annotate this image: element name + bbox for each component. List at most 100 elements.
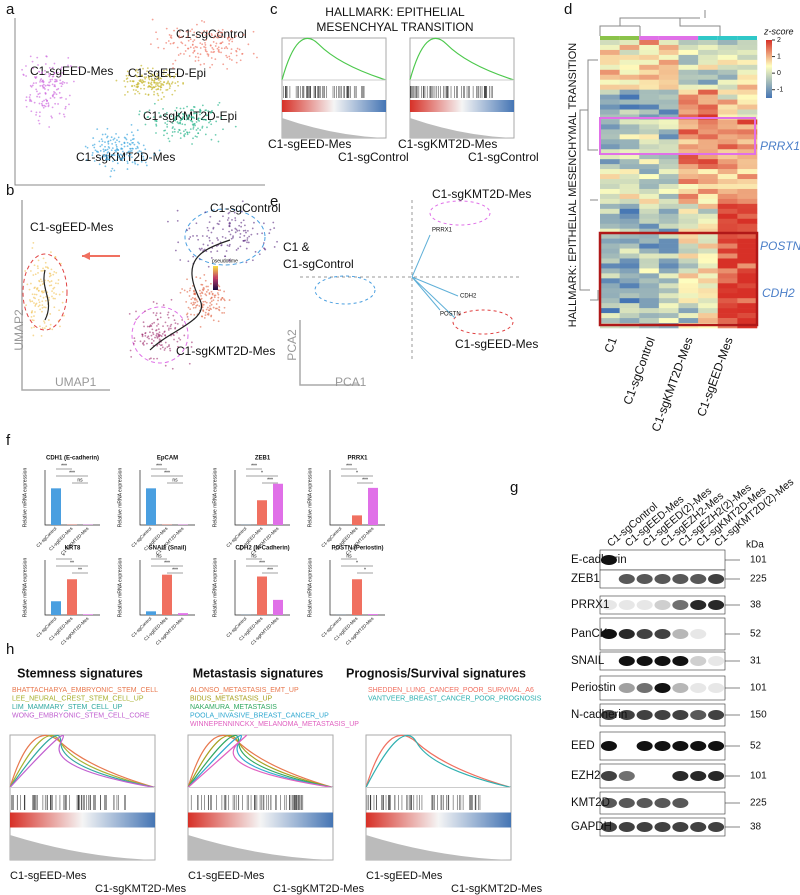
heat-cell (678, 144, 699, 150)
cell-point (132, 89, 135, 91)
heat-cell (698, 228, 719, 234)
cell-point (179, 137, 182, 140)
cell-point (222, 228, 224, 231)
cell-point (194, 301, 197, 304)
cell-point (210, 290, 213, 293)
rank-metric (410, 118, 514, 138)
heat-cell (678, 298, 699, 304)
panel-title: HALLMARK: EPITHELIAL (325, 5, 465, 19)
cell-point (37, 305, 40, 308)
cell-point (199, 113, 201, 116)
heat-cell (717, 84, 738, 90)
cell-point (166, 132, 168, 135)
heat-cell (678, 89, 699, 95)
cell-point (205, 290, 208, 293)
cell-point (156, 72, 159, 75)
heat-cell (717, 268, 738, 274)
cell-point (154, 336, 156, 339)
heat-cell (678, 303, 699, 309)
comparison-label: C1-sgEED-Mes (268, 137, 351, 151)
heat-cell (678, 184, 699, 190)
cell-point (130, 124, 133, 126)
cell-point (188, 131, 191, 134)
cell-point (52, 297, 55, 300)
heat-cell (600, 184, 620, 190)
heat-cell (600, 99, 620, 105)
heat-cell (658, 293, 679, 299)
heat-cell (658, 208, 679, 215)
heat-cell (678, 49, 699, 56)
cell-point (171, 131, 174, 133)
band (690, 683, 707, 693)
cell-point (216, 292, 219, 294)
heat-cell (698, 243, 719, 249)
heat-cell (698, 253, 719, 259)
comparison-label: C1-sgKMT2D-Mes (451, 883, 543, 895)
cell-point (157, 46, 160, 49)
cell-point (144, 310, 147, 313)
cell-point (211, 242, 214, 244)
band (690, 822, 707, 832)
cell-point (192, 51, 195, 54)
heat-cell (658, 283, 679, 289)
cell-point (170, 37, 173, 39)
y-axis-label: Relative mRNA expression (212, 558, 218, 618)
cell-point (61, 80, 64, 83)
cell-point (121, 150, 124, 153)
gene-set-label: NAKAMURA_METASTASIS (190, 704, 277, 711)
cell-point (44, 84, 47, 87)
significance-label: *** (69, 470, 75, 476)
cell-point (176, 322, 179, 325)
cell-point (189, 308, 192, 311)
heat-cell (737, 94, 758, 100)
heat-cell (658, 243, 679, 249)
cell-point (159, 312, 162, 315)
loading-label: PRRX1 (432, 228, 453, 234)
cell-point (215, 303, 218, 305)
heat-cell (717, 213, 738, 220)
heat-cell (639, 64, 660, 71)
cell-point (51, 75, 54, 78)
enrichment-curve (9, 734, 156, 789)
column-annotation (619, 36, 640, 40)
heat-cell (737, 179, 758, 185)
cell-point (162, 73, 165, 76)
heat-cell (619, 139, 640, 145)
cell-point (43, 320, 45, 323)
cell-point (195, 112, 198, 115)
cell-point (194, 292, 197, 295)
blot-label: PRRX1 (571, 599, 609, 611)
panel-title: Metastasis signatures (193, 666, 324, 680)
cell-point (176, 219, 179, 222)
cell-point (86, 146, 89, 149)
cell-point (171, 134, 174, 137)
cell-point (228, 36, 231, 39)
cell-point (115, 159, 118, 162)
heat-cell (600, 54, 620, 61)
cell-point (91, 154, 94, 157)
heat-cell (698, 134, 719, 140)
cell-point (216, 47, 219, 50)
cell-point (142, 144, 145, 147)
significance-label: *** (259, 560, 265, 566)
cell-point (56, 80, 58, 83)
heat-cell (717, 313, 738, 319)
cell-point (62, 113, 65, 116)
heat-cell (678, 263, 699, 269)
panel-letter: c (270, 1, 278, 18)
heat-cell (678, 139, 699, 145)
heat-cell (658, 94, 679, 100)
cell-point (48, 296, 50, 299)
heat-cell (678, 283, 699, 289)
cell-point (29, 282, 32, 285)
cell-point (179, 132, 182, 135)
cell-point (32, 82, 35, 85)
cell-point (132, 134, 135, 137)
heat-cell (717, 109, 738, 115)
cell-point (239, 236, 241, 239)
cell-point (204, 279, 207, 282)
cell-point (199, 111, 202, 114)
cell-point (179, 259, 182, 261)
bar (162, 574, 172, 615)
